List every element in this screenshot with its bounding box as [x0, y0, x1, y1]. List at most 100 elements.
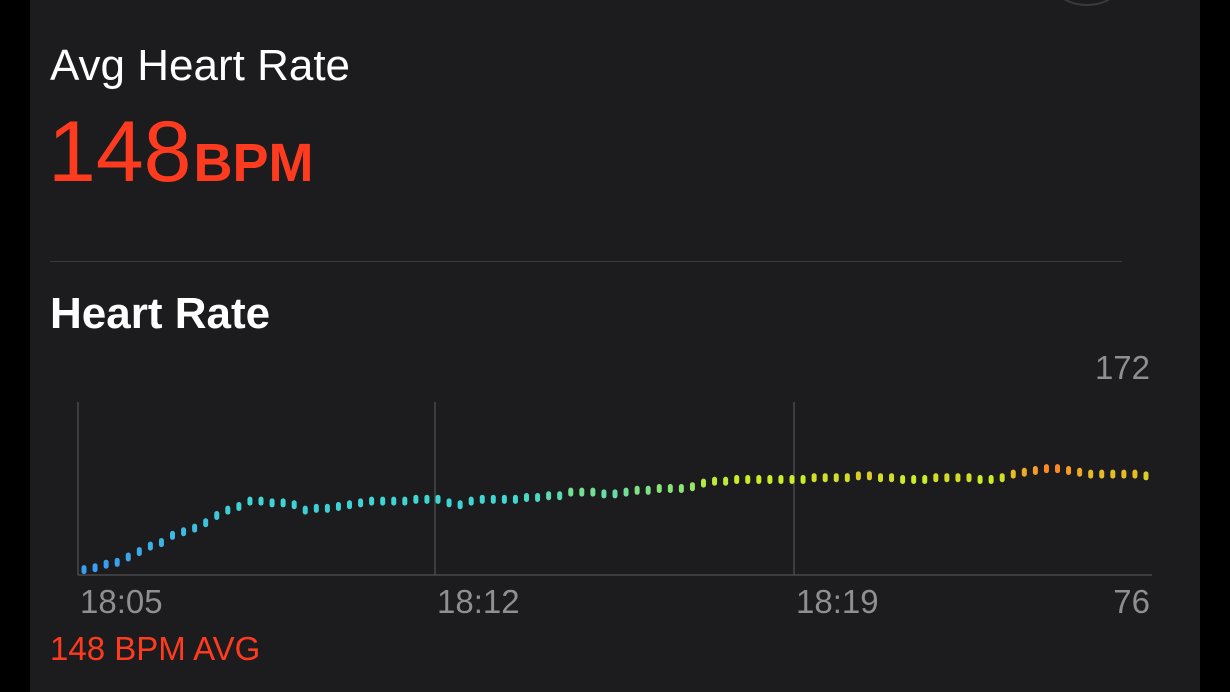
avg-heart-rate-unit: BPM — [193, 133, 314, 193]
data-point — [756, 474, 762, 484]
data-point — [1055, 464, 1060, 474]
avg-heart-rate-label: Avg Heart Rate — [50, 41, 351, 90]
data-point — [413, 494, 419, 504]
data-point — [833, 473, 839, 483]
data-point — [889, 473, 895, 483]
y-max-label: 172 — [1095, 349, 1150, 386]
data-point — [557, 491, 563, 501]
data-point — [136, 547, 142, 557]
data-point — [269, 498, 275, 508]
data-point — [147, 541, 153, 551]
data-point — [501, 494, 507, 504]
avg-legend: 148 BPM AVG — [50, 630, 261, 667]
data-point — [712, 476, 718, 486]
data-point — [335, 502, 341, 512]
data-point — [402, 496, 408, 506]
data-point — [291, 500, 297, 510]
data-point — [645, 485, 651, 495]
data-point — [203, 518, 209, 528]
data-point — [878, 473, 883, 483]
data-point — [911, 474, 917, 484]
data-point — [988, 474, 994, 484]
data-point — [170, 530, 175, 540]
data-point — [1021, 467, 1027, 477]
data-point — [678, 484, 684, 493]
data-point — [468, 496, 474, 506]
data-point — [247, 496, 253, 506]
data-point — [922, 474, 928, 484]
avg-heart-rate-number: 148 — [48, 104, 192, 200]
data-point — [446, 498, 452, 508]
data-point — [623, 487, 629, 497]
data-point — [1088, 469, 1094, 479]
data-point — [866, 471, 872, 481]
data-point — [767, 474, 773, 484]
data-point — [1110, 469, 1116, 479]
data-point — [524, 493, 529, 503]
data-point — [1132, 469, 1138, 479]
data-point — [734, 474, 740, 484]
data-point — [125, 552, 131, 562]
data-point — [424, 494, 430, 504]
data-point — [435, 494, 441, 504]
data-point — [479, 494, 485, 504]
data-point — [546, 491, 552, 501]
data-point — [81, 565, 87, 575]
data-point — [900, 474, 906, 484]
data-point — [1077, 467, 1083, 477]
data-point — [313, 503, 319, 513]
data-point — [1099, 469, 1105, 479]
data-point — [258, 496, 264, 506]
data-point — [590, 487, 596, 497]
x-tick-label: 18:05 — [80, 583, 163, 620]
data-point — [667, 484, 673, 493]
data-point — [601, 489, 607, 499]
avg-heart-rate-value: 148BPM — [48, 104, 314, 225]
data-point — [822, 473, 828, 483]
data-point — [158, 538, 164, 548]
data-point — [358, 498, 364, 508]
heart-rate-card — [30, 0, 1200, 692]
data-point — [1066, 465, 1072, 475]
data-point — [844, 473, 850, 483]
x-tick-label: 18:12 — [437, 583, 520, 620]
data-point — [280, 498, 286, 508]
data-point — [955, 473, 961, 483]
data-point — [114, 557, 120, 567]
data-point — [236, 502, 242, 512]
data-point — [103, 559, 109, 569]
data-point — [745, 474, 751, 484]
data-point — [723, 476, 729, 486]
data-point — [391, 496, 397, 506]
data-point — [214, 511, 220, 521]
data-point — [369, 496, 375, 506]
data-point — [977, 474, 983, 484]
data-point — [457, 500, 463, 510]
data-point — [966, 473, 972, 483]
x-tick-label: 18:19 — [796, 583, 879, 620]
data-point — [302, 505, 308, 515]
data-point — [324, 503, 330, 513]
data-point — [1043, 464, 1049, 474]
data-point — [535, 493, 541, 503]
data-point — [789, 474, 795, 484]
data-point — [347, 500, 352, 510]
data-point — [192, 523, 198, 533]
data-point — [634, 485, 640, 495]
data-point — [1032, 465, 1038, 475]
data-point — [568, 487, 574, 497]
section-title: Heart Rate — [50, 289, 271, 338]
y-min-label: 76 — [1113, 583, 1150, 620]
data-point — [1121, 469, 1127, 479]
data-point — [656, 484, 662, 493]
data-point — [512, 494, 518, 504]
data-point — [999, 473, 1005, 483]
data-point — [811, 473, 817, 483]
data-point — [1010, 469, 1016, 479]
data-point — [944, 473, 950, 483]
data-point — [800, 474, 806, 484]
data-point — [689, 482, 695, 492]
data-point — [1143, 471, 1149, 481]
data-point — [778, 474, 784, 484]
